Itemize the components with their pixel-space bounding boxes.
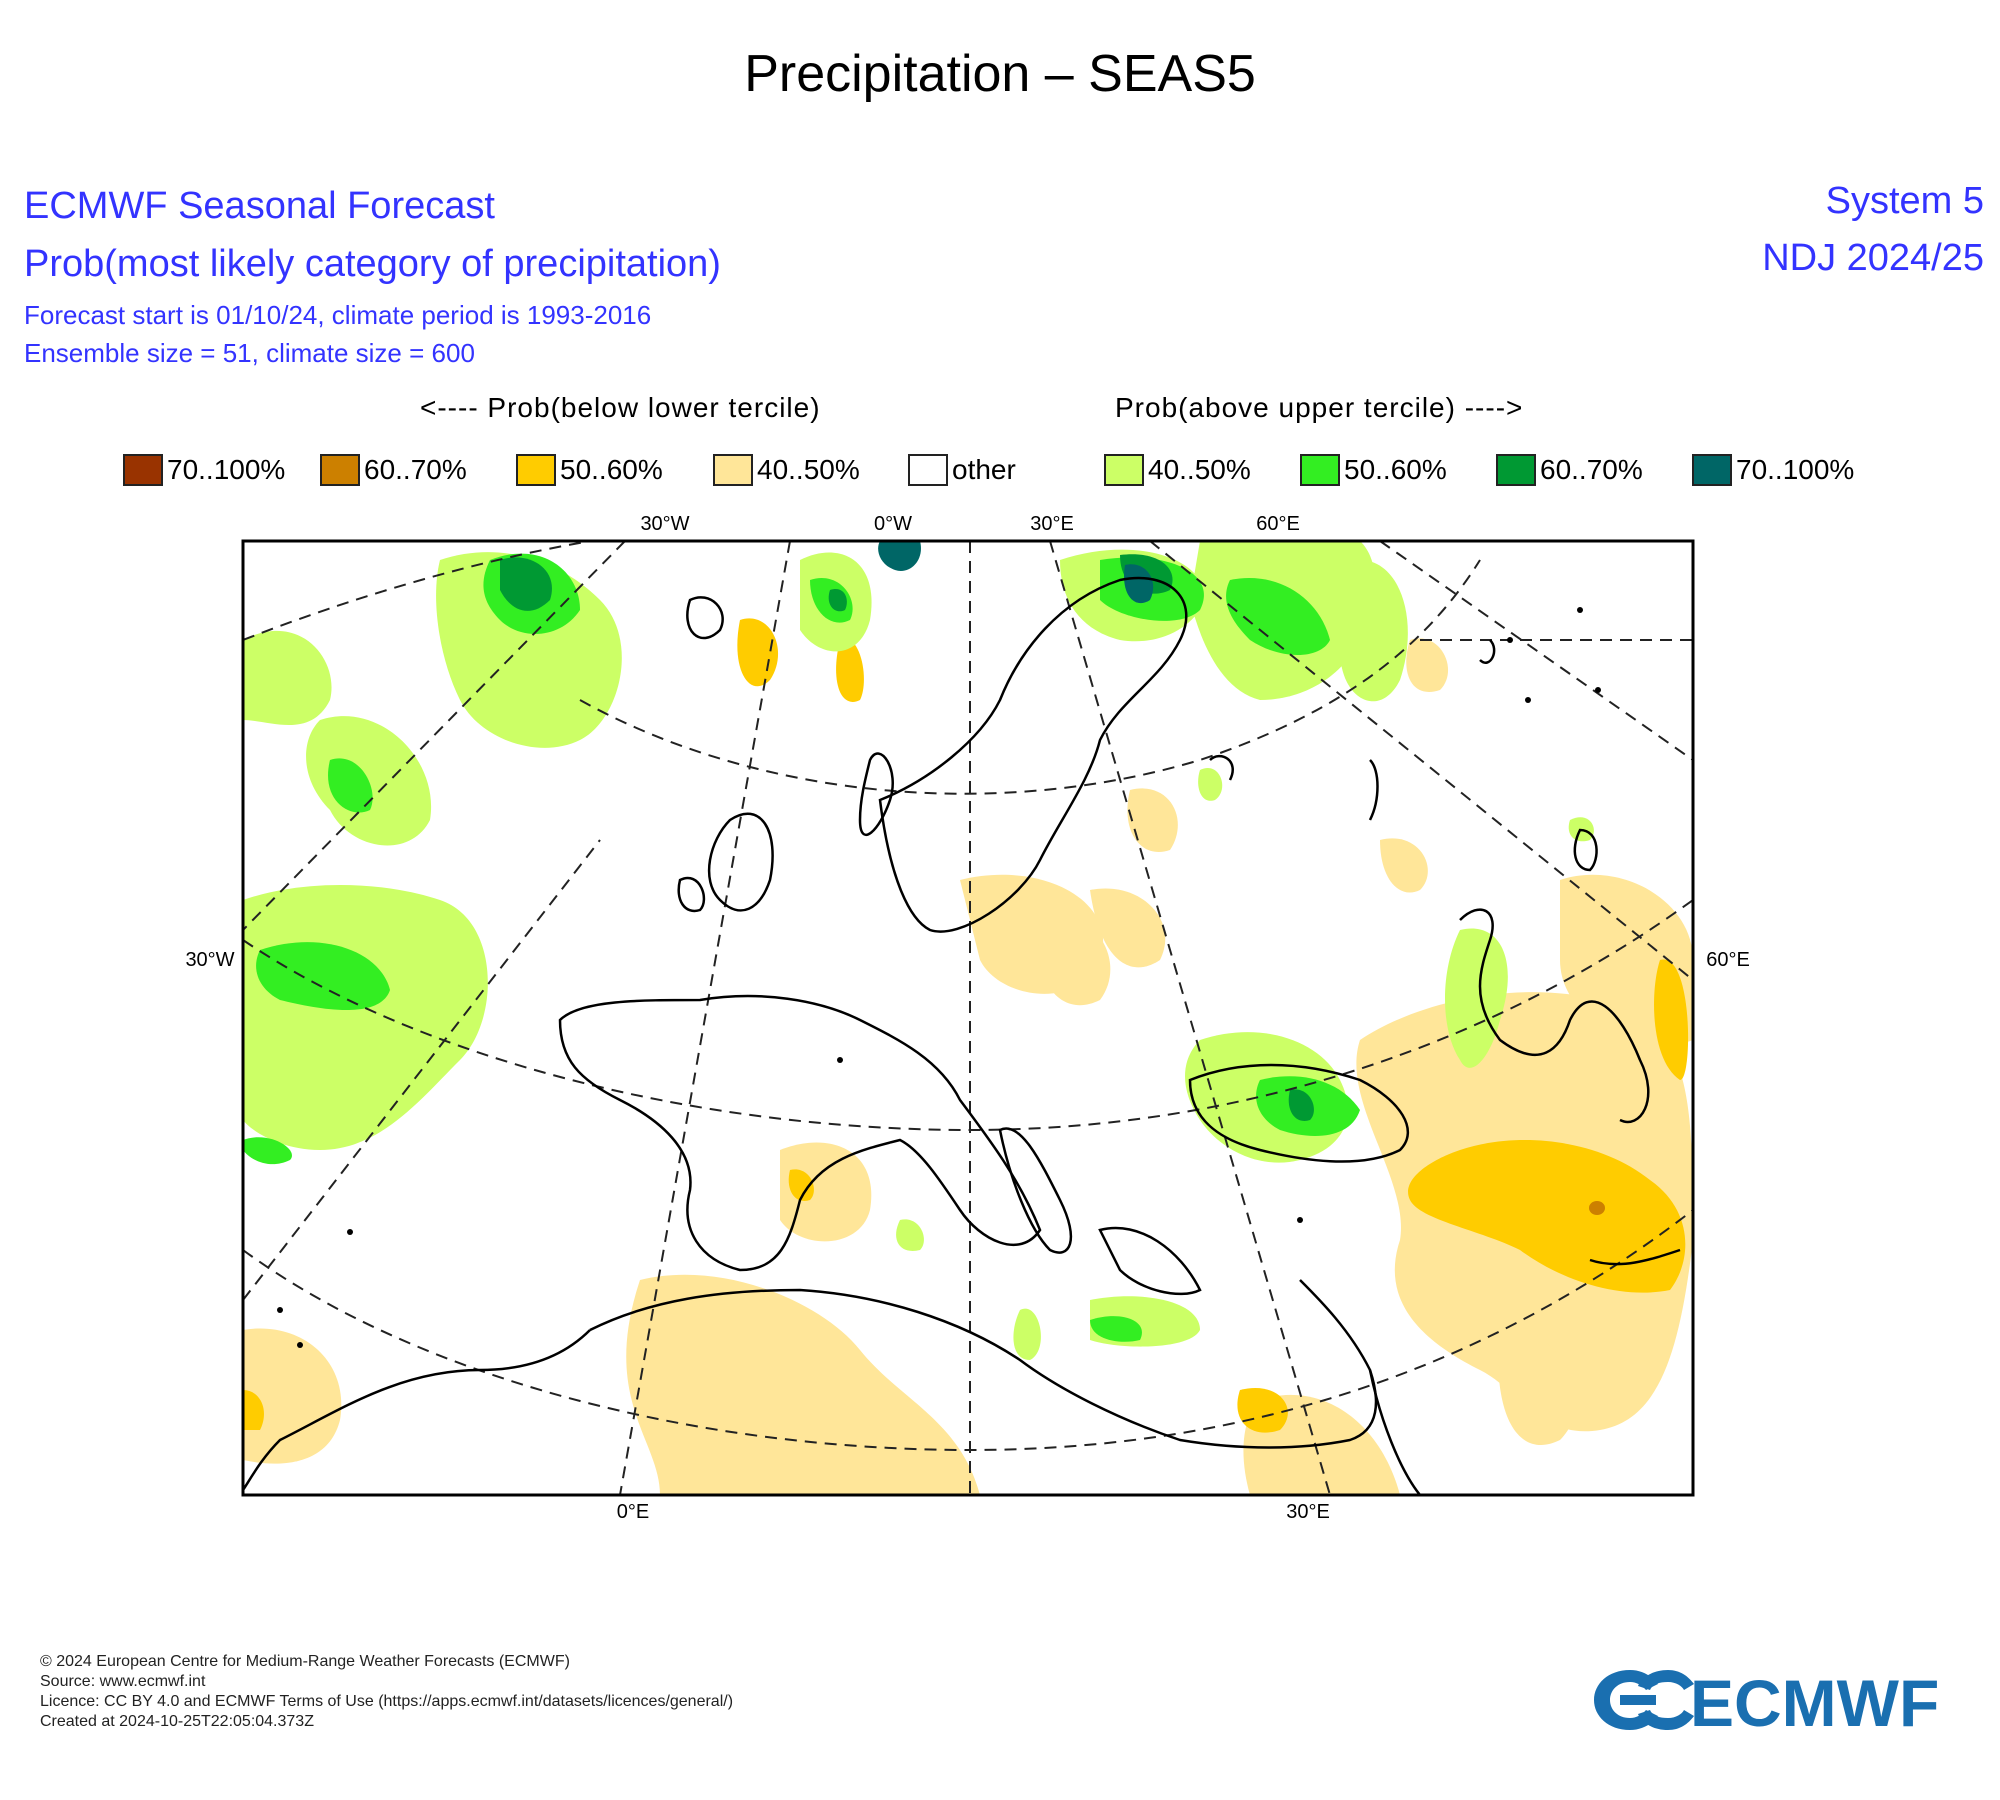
bottom-label-0e: 0°E <box>617 1501 649 1520</box>
legend-swatch <box>1104 454 1144 486</box>
legend-swatch <box>123 454 163 486</box>
forecast-start-info: Forecast start is 01/10/24, climate peri… <box>24 300 652 330</box>
top-label-30e: 30°E <box>1030 513 1074 535</box>
below-50-60-regions <box>243 618 1689 1433</box>
legend-label: 50..60% <box>560 454 663 485</box>
legend-label: 60..70% <box>364 454 467 485</box>
legend-swatch <box>320 454 360 486</box>
ensemble-info: Ensemble size = 51, climate size = 600 <box>24 338 475 368</box>
legend-item: 40..50% <box>1104 452 1251 488</box>
legend-label: 50..60% <box>1344 454 1447 485</box>
legend-item: 50..60% <box>516 452 663 488</box>
legend-item: 50..60% <box>1300 452 1447 488</box>
period-label: NDJ 2024/25 <box>1762 237 1984 279</box>
right-label-60e: 60°E <box>1706 949 1750 971</box>
ecmwf-logo[interactable]: ECMWF <box>1590 1660 1970 1740</box>
legend-label: other <box>952 454 1016 485</box>
legend-label: 40..50% <box>757 454 860 485</box>
map-frame <box>241 539 1695 1497</box>
legend-item: 40..50% <box>713 452 860 488</box>
legend-label: 60..70% <box>1540 454 1643 485</box>
forecast-subtitle: Prob(most likely category of precipitati… <box>24 243 721 285</box>
page-title: Precipitation – SEAS5 <box>744 45 1256 103</box>
legend-swatch <box>516 454 556 486</box>
legend-label: 70..100% <box>167 454 286 485</box>
top-label-0w: 0°W <box>874 513 912 535</box>
legend-swatch <box>1300 454 1340 486</box>
legend-swatch <box>1692 454 1732 486</box>
legend-item: 60..70% <box>320 452 467 488</box>
footer-licence: Licence: CC BY 4.0 and ECMWF Terms of Us… <box>40 1693 734 1710</box>
ecmwf-logo-text: ECMWF <box>1690 1666 1939 1740</box>
legend-item: 70..100% <box>123 452 285 488</box>
forecast-map: 30°W 0°W 30°E 60°E 30°W 60°E 0°E 30°E <box>185 513 1750 1520</box>
below-60-70-spot <box>1589 1201 1605 1215</box>
footer-source: Source: www.ecmwf.int <box>40 1673 206 1690</box>
forecast-title: ECMWF Seasonal Forecast <box>24 185 495 227</box>
footer-created: Created at 2024-10-25T22:05:04.373Z <box>40 1713 314 1730</box>
legend-item: 70..100% <box>1692 452 1854 488</box>
footer-copyright: © 2024 European Centre for Medium-Range … <box>40 1653 570 1670</box>
legend-label: 70..100% <box>1736 454 1855 485</box>
legend-above-heading: Prob(above upper tercile) ----> <box>1115 392 1524 423</box>
legend-swatch <box>713 454 753 486</box>
top-label-30w: 30°W <box>640 513 689 535</box>
left-label-30w: 30°W <box>185 949 234 971</box>
above-70-100-regions <box>878 541 1154 604</box>
legend-item: other <box>908 452 1016 488</box>
bottom-label-30e: 30°E <box>1286 1501 1330 1520</box>
footer: © 2024 European Centre for Medium-Range … <box>40 1652 733 1732</box>
legend-label: 40..50% <box>1148 454 1251 485</box>
legend-swatch <box>908 454 948 486</box>
island-dots <box>277 607 1601 1348</box>
coastlines <box>243 576 1681 1495</box>
system-label: System 5 <box>1825 180 1984 222</box>
top-label-60e: 60°E <box>1256 513 1300 535</box>
ecmwf-logo-mark <box>1594 1670 1694 1730</box>
legend-below-heading: <---- Prob(below lower tercile) <box>420 392 821 423</box>
legend-item: 60..70% <box>1496 452 1643 488</box>
legend-swatch <box>1496 454 1536 486</box>
